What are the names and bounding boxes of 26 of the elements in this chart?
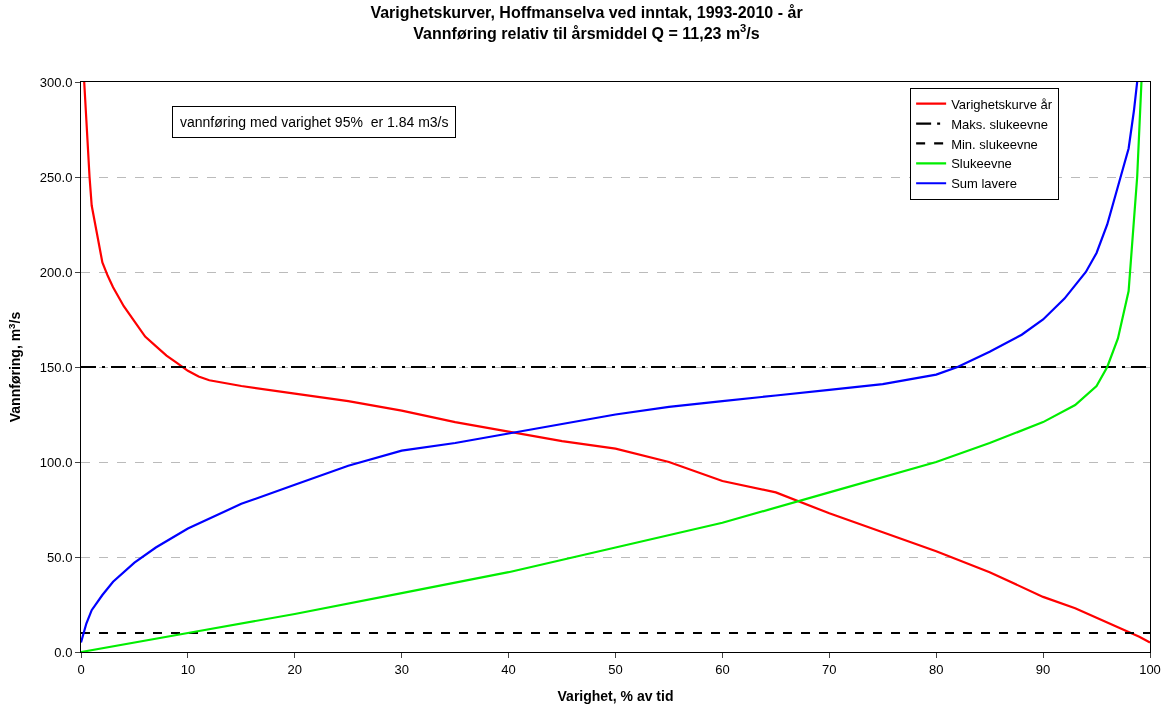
x-tick-label: 30: [394, 661, 409, 677]
x-tick-label: 40: [501, 661, 516, 677]
x-tick-label: 60: [715, 661, 730, 677]
legend-label: Maks. slukeevne: [951, 116, 1048, 132]
y-tick-label: 100.0: [39, 454, 73, 470]
x-tick-label: 90: [1035, 661, 1051, 677]
y-tick-label: 200.0: [39, 264, 73, 280]
legend-label: Slukeevne: [951, 156, 1012, 172]
y-tick-label: 150.0: [39, 359, 73, 375]
legend-label: Sum lavere: [951, 176, 1017, 192]
x-tick-label: 80: [928, 661, 944, 677]
y-tick-label: 0.0: [54, 644, 73, 660]
annotation: vannføring med varighet 95% er 1.84 m3/s: [180, 114, 449, 130]
y-tick-label: 250.0: [39, 169, 73, 185]
legend-label: Min. slukeevne: [951, 136, 1038, 152]
legend-label: Varighetskurve år: [951, 96, 1053, 112]
y-tick-label: 50.0: [47, 549, 73, 565]
x-axis-title: Varighet, % av tid: [557, 687, 674, 704]
y-tick-label: 300.0: [39, 74, 73, 90]
x-tick-label: 70: [822, 661, 837, 677]
x-tick-label: 100: [1139, 661, 1161, 677]
x-tick-label: 0: [77, 661, 85, 677]
x-tick-label: 50: [608, 661, 623, 677]
chart-title: Varighetskurver, Hoffmanselva ved inntak, 1993-2010 - år Vannføring relativ til årsmiddel Q = 11,23 m$^{3}$/s: [370, 3, 803, 42]
x-tick-label: 10: [180, 661, 196, 677]
x-tick-label: 20: [287, 661, 303, 677]
